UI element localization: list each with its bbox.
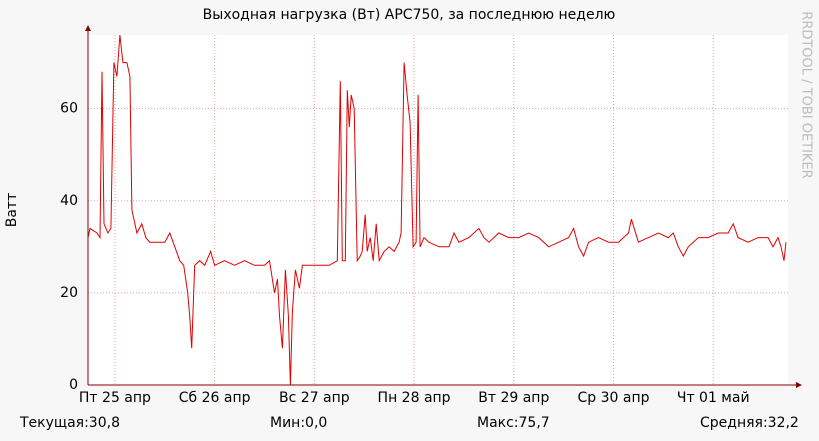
y-axis-arrow — [85, 25, 91, 31]
stat: Макс:75,7 — [477, 415, 550, 431]
y-tick-label: 40 — [60, 193, 78, 209]
x-tick-label: Сб 26 апр — [179, 390, 251, 406]
plot — [87, 34, 787, 386]
chart-title: Выходная нагрузка (Вт) APC750, за послед… — [203, 7, 616, 23]
stat: Средняя:32,2 — [700, 415, 799, 431]
x-tick-label: Вс 27 апр — [279, 390, 350, 406]
watermark: RRDTOOL / TOBI OETIKER — [799, 11, 814, 178]
y-tick-label: 60 — [60, 101, 78, 117]
y-axis-label: Ватт — [4, 193, 20, 228]
x-tick-label: Пт 25 апр — [79, 390, 151, 406]
x-axis-arrow — [796, 382, 802, 388]
stat: Текущая:30,8 — [19, 415, 120, 431]
data-line — [87, 34, 787, 386]
x-tick-label: Вт 29 апр — [478, 390, 549, 406]
grid — [88, 35, 788, 386]
x-tick-label: Пн 28 апр — [378, 390, 451, 406]
plot-area — [88, 35, 788, 385]
stat: Мин:0,0 — [270, 415, 327, 431]
y-tick-label: 20 — [60, 285, 78, 301]
x-tick-label: Чт 01 май — [677, 390, 750, 406]
y-tick-label: 0 — [69, 377, 78, 393]
x-tick-label: Ср 30 апр — [577, 390, 649, 406]
